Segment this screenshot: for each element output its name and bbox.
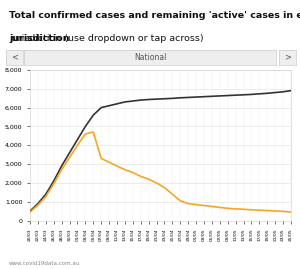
Text: <: <	[11, 53, 18, 62]
Text: jurisdiction (use dropdown or tap across): jurisdiction (use dropdown or tap across…	[9, 34, 204, 43]
Text: jurisdiction: jurisdiction	[9, 34, 70, 43]
Text: National: National	[134, 53, 166, 62]
Text: >: >	[284, 53, 291, 62]
Text: www.covid19data.com.au: www.covid19data.com.au	[9, 261, 80, 266]
Text: Total confirmed cases and remaining 'active' cases in each: Total confirmed cases and remaining 'act…	[9, 11, 300, 20]
